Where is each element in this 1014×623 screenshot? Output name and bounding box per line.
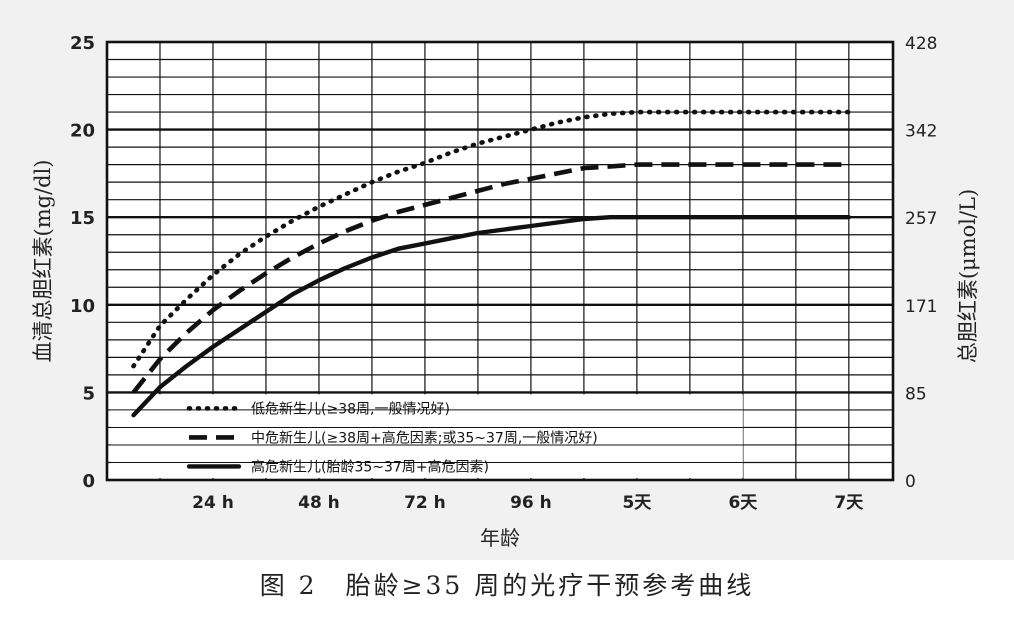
y-left-axis-title: 血清总胆红素(mg/dl) bbox=[31, 160, 55, 363]
y-left-tick-label: 25 bbox=[70, 33, 95, 54]
y-right-tick-label: 171 bbox=[905, 297, 937, 317]
y-left-tick-label: 15 bbox=[70, 208, 95, 229]
x-tick-label: 96 h bbox=[510, 493, 552, 513]
y-right-axis-title: 总胆红素(μmol/L) bbox=[956, 189, 980, 363]
y-left-tick-label: 20 bbox=[70, 121, 95, 142]
x-tick-label: 24 h bbox=[192, 493, 234, 513]
x-tick-label: 7天 bbox=[834, 493, 864, 513]
y-right-tick-label: 257 bbox=[905, 209, 937, 229]
figure-caption: 图 2 胎龄≥35 周的光疗干预参考曲线 bbox=[259, 571, 755, 600]
y-left-tick-label: 0 bbox=[82, 471, 95, 492]
y-right-tick-label: 342 bbox=[905, 122, 937, 142]
series-line-dashed bbox=[131, 162, 849, 394]
series-line-dotted bbox=[131, 109, 852, 369]
y-right-tick-label: 0 bbox=[905, 472, 916, 492]
y-left-tick-label: 10 bbox=[70, 296, 95, 317]
y-right-tick-label: 428 bbox=[905, 34, 937, 54]
legend-label: 高危新生儿(胎龄35~37周+高危因素) bbox=[251, 458, 489, 475]
x-tick-label: 6天 bbox=[728, 493, 758, 513]
y-left-tick-label: 5 bbox=[82, 383, 95, 404]
legend-label: 低危新生儿(≥38周,一般情况好) bbox=[251, 401, 450, 417]
chart-figure: 低危新生儿(≥38周,一般情况好) 中危新生儿(≥38周+高危因素;或35~37周… bbox=[0, 0, 1014, 560]
x-tick-label: 48 h bbox=[298, 493, 340, 513]
y-right-tick-label: 85 bbox=[905, 384, 927, 404]
plot-frame bbox=[105, 40, 895, 482]
series-line-solid bbox=[131, 214, 851, 418]
x-tick-label: 72 h bbox=[404, 493, 446, 513]
bilirubin-chart: 低危新生儿(≥38周,一般情况好) 中危新生儿(≥38周+高危因素;或35~37周… bbox=[31, 33, 980, 550]
x-tick-label: 5天 bbox=[622, 493, 652, 513]
x-axis-title: 年龄 bbox=[480, 526, 520, 550]
legend-label: 中危新生儿(≥38周+高危因素;或35~37周,一般情况好) bbox=[251, 429, 598, 446]
